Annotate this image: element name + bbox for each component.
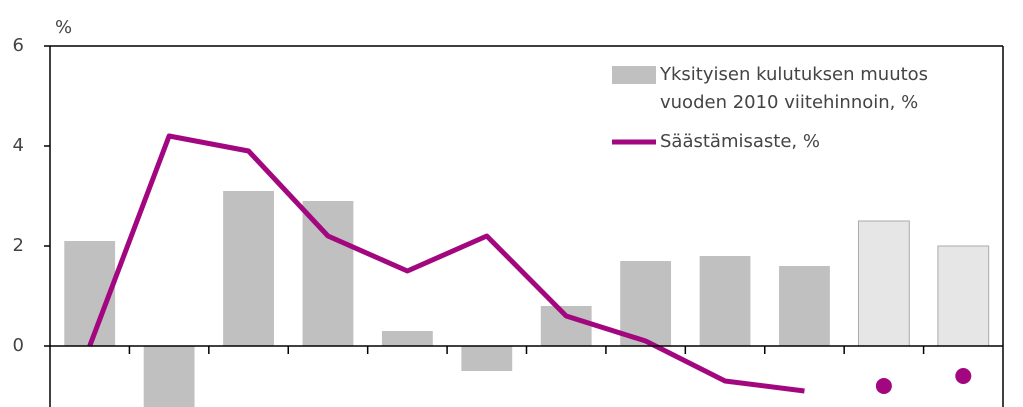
legend-label: Säästämisaste, % <box>660 131 820 152</box>
bar <box>620 261 672 346</box>
y-tick-label: 0 <box>13 335 24 356</box>
bar <box>699 256 751 346</box>
bar <box>223 191 274 346</box>
bar <box>857 220 910 347</box>
y-tick-label: 2 <box>13 235 24 256</box>
bar <box>302 201 354 346</box>
y-unit-label: % <box>55 17 72 38</box>
bar <box>779 266 830 346</box>
bar <box>143 346 195 407</box>
line <box>87 133 805 394</box>
dot <box>875 378 892 394</box>
dot <box>955 368 972 384</box>
bar <box>937 245 990 347</box>
legend-swatch <box>612 66 656 84</box>
bar <box>64 241 116 346</box>
bar <box>381 331 433 346</box>
y-tick-label: 4 <box>13 135 24 156</box>
bar <box>540 306 592 346</box>
bar <box>461 346 513 371</box>
legend-label-line: Yksityisen kulutuksen muutos <box>659 64 928 85</box>
y-tick-label: 6 <box>13 35 24 56</box>
legend-label-line: vuoden 2010 viitehinnoin, % <box>660 92 918 113</box>
legend-label: Yksityisen kulutuksen muutos vuoden 2010 … <box>659 64 928 113</box>
